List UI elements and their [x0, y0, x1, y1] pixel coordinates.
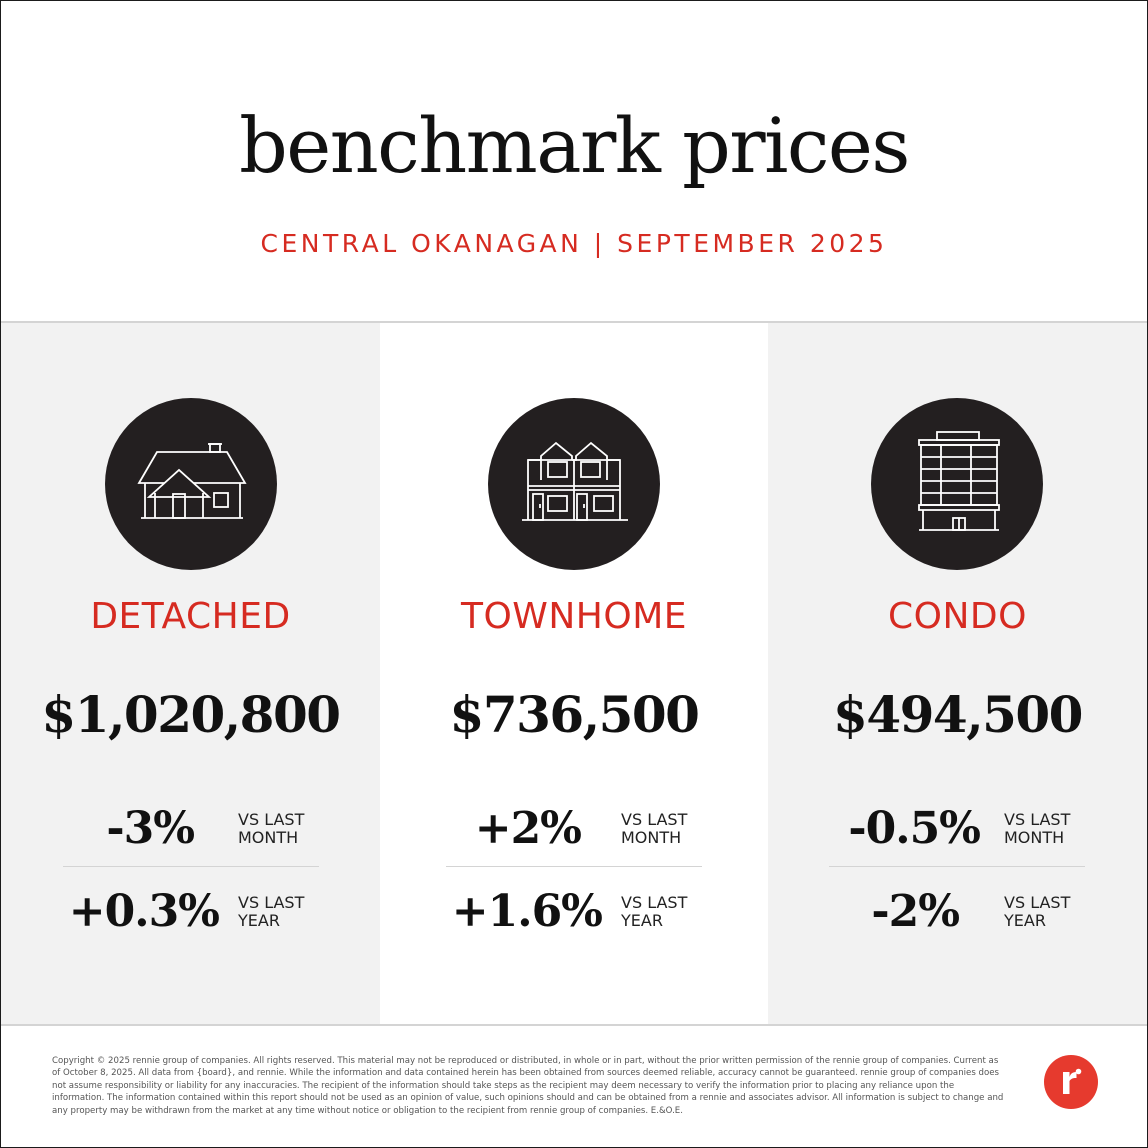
benchmark-price: $1,020,800 — [41, 685, 341, 744]
detached-house-icon — [105, 398, 277, 570]
change-divider — [829, 866, 1085, 867]
column-condo: CONDO $494,500 -0.5% VS LAST MONTH -2% VS… — [768, 323, 1147, 1024]
month-change-value: +2% — [474, 803, 582, 854]
year-change-label: VS LAST YEAR — [621, 893, 688, 930]
change-divider — [63, 866, 319, 867]
month-change-value: -3% — [106, 803, 195, 854]
change-divider — [446, 866, 702, 867]
header: benchmark prices CENTRAL OKANAGAN | SEPT… — [1, 1, 1147, 321]
month-change-label: VS LAST MONTH — [238, 810, 305, 847]
year-change-value: +0.3% — [68, 886, 220, 937]
column-detached: DETACHED $1,020,800 -3% VS LAST MONTH +0.… — [1, 323, 380, 1024]
property-type-label: DETACHED — [90, 596, 291, 637]
column-townhome: TOWNHOME $736,500 +2% VS LAST MONTH +1.6%… — [380, 323, 768, 1024]
page-title: benchmark prices — [239, 101, 910, 190]
footer-divider — [1, 1024, 1147, 1026]
condo-building-icon — [871, 398, 1043, 570]
month-change-value: -0.5% — [848, 803, 981, 854]
copyright-disclaimer: Copyright © 2025 rennie group of compani… — [52, 1056, 1004, 1116]
price-columns: DETACHED $1,020,800 -3% VS LAST MONTH +0.… — [1, 323, 1147, 1024]
property-type-label: TOWNHOME — [460, 596, 688, 637]
year-change-value: +1.6% — [451, 886, 603, 937]
townhome-icon — [488, 398, 660, 570]
month-change-label: VS LAST MONTH — [1004, 810, 1071, 847]
rennie-logo-icon — [1044, 1055, 1098, 1109]
year-change-label: VS LAST YEAR — [1004, 893, 1071, 930]
year-change-value: -2% — [871, 886, 960, 937]
page-subtitle: CENTRAL OKANAGAN | SEPTEMBER 2025 — [260, 229, 888, 258]
property-type-label: CONDO — [888, 596, 1027, 637]
header-divider — [1, 321, 1147, 323]
benchmark-price: $494,500 — [833, 685, 1083, 744]
year-change-label: VS LAST YEAR — [238, 893, 305, 930]
benchmark-price: $736,500 — [449, 685, 700, 744]
month-change-label: VS LAST MONTH — [621, 810, 688, 847]
